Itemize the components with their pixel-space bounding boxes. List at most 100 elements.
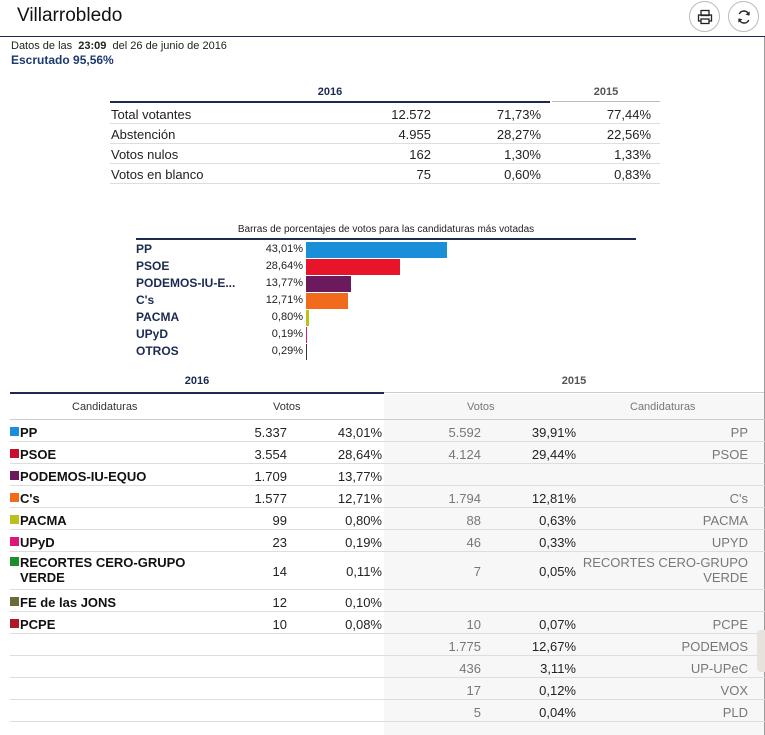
refresh-button[interactable] — [728, 1, 759, 32]
party-name-2015-text: PCPE — [712, 617, 748, 632]
summary-divider-2016 — [110, 101, 550, 103]
table-row: 436 3,11% UP-UPeC — [10, 656, 765, 678]
row-divider — [10, 655, 765, 656]
party-name-2015: VOX — [721, 683, 748, 698]
party-name-2015-text: PLD — [722, 705, 748, 720]
pct-2015: 29,44% — [531, 447, 576, 462]
refresh-icon — [737, 9, 750, 24]
party-color-swatch — [10, 597, 19, 606]
summary-label: Total votantes — [111, 107, 192, 122]
party-color-swatch — [10, 515, 19, 524]
votes-2015: 88 — [466, 513, 481, 528]
votes-2015: 1.794 — [448, 491, 481, 506]
party-name-2015-text: PP — [730, 425, 748, 440]
party-name-text: PP — [20, 425, 38, 440]
party-color-swatch — [10, 557, 19, 566]
party-name-text: PCPE — [20, 617, 56, 632]
party-color-swatch — [10, 619, 19, 628]
bar-value-label: 0,29% — [271, 345, 303, 357]
party-name-2015-text: PODEMOS — [681, 639, 748, 654]
bars-divider — [136, 238, 636, 240]
party-name: PCPE — [10, 617, 55, 632]
row-divider — [10, 677, 765, 678]
party-name-text: RECORTES CERO-GRUPO — [20, 555, 186, 570]
page-header: Villarrobledo — [0, 0, 765, 37]
pct-2015: 0,07% — [539, 617, 576, 632]
row-divider — [10, 507, 765, 508]
party-name-2015: C's — [730, 491, 748, 506]
bar-label: OTROS — [136, 344, 179, 358]
votes-2016: 10 — [272, 617, 287, 632]
bar-label: PODEMOS-IU-E... — [136, 276, 236, 290]
summary-label: Abstención — [111, 127, 176, 142]
pct-2016: 0,11% — [346, 564, 382, 579]
table-row: 17 0,12% VOX — [10, 678, 765, 700]
votes-2015: 5.592 — [448, 425, 481, 440]
bar — [306, 327, 307, 343]
bar-value-label: 43,01% — [265, 243, 303, 255]
votes-2016: 99 — [272, 513, 287, 528]
timestamp-prefix: Datos de las — [11, 40, 73, 52]
col-candidaturas: Candidaturas — [72, 401, 138, 413]
print-button[interactable] — [689, 1, 720, 32]
timestamp-date: del 26 de junio de 2016 — [112, 40, 227, 52]
bar-value-label: 0,80% — [271, 311, 303, 323]
party-name-text: C's — [20, 491, 40, 506]
votes-2015: 436 — [459, 661, 481, 676]
bar-value-label: 12,71% — [265, 294, 303, 306]
table-row: RECORTES CERO-GRUPO VERDE 14 0,11% 7 0,05% REC… — [10, 552, 765, 590]
table-row: PP 5.337 43,01% 5.592 39,91% PP — [10, 420, 765, 442]
summary-label: Votos nulos — [111, 147, 179, 162]
bar-label: PP — [136, 242, 153, 256]
pct-2016: 0,80% — [345, 513, 382, 528]
party-name: FE de las JONS — [10, 595, 116, 610]
pct-2015: 0,63% — [539, 513, 576, 528]
party-color-swatch — [10, 537, 19, 546]
results-divider-2016 — [10, 392, 384, 394]
summary-votes: 75 — [416, 167, 431, 182]
pct-2015: 0,05% — [539, 564, 576, 579]
summary-pct-2016: 1,30% — [504, 147, 541, 162]
bars-title: Barras de porcentajes de votos para las … — [237, 224, 535, 235]
summary-votes: 4.955 — [398, 127, 431, 142]
votes-2015: 17 — [466, 683, 481, 698]
row-divider — [10, 441, 765, 442]
pct-2016: 0,08% — [345, 617, 382, 632]
row-divider — [10, 721, 765, 722]
party-name-2015: PACMA — [703, 513, 748, 528]
timestamp-time: 23:09 — [78, 40, 107, 52]
party-name: UPyD — [10, 535, 55, 550]
party-name: C's — [10, 491, 40, 506]
party-name-2015-text: C's — [729, 491, 748, 506]
table-row: PSOE 3.554 28,64% 4.124 29,44% PSOE — [10, 442, 765, 464]
party-name-2015: PCPE — [713, 617, 748, 632]
summary-pct-2015: 22,56% — [606, 127, 651, 142]
votes-2016: 14 — [272, 564, 287, 579]
scroll-handle[interactable] — [757, 630, 765, 672]
summary-votes: 162 — [409, 147, 431, 162]
summary-pct-2015: 77,44% — [606, 107, 651, 122]
summary-row: Total votantes 12.572 71,73% 77,44% — [110, 104, 660, 124]
party-name: PODEMOS-IU-EQUO — [10, 469, 146, 484]
pct-2015: 0,33% — [539, 535, 576, 550]
table-row: PACMA 99 0,80% 88 0,63% PACMA — [10, 508, 765, 530]
row-divider — [10, 551, 765, 552]
summary-row: Abstención 4.955 28,27% 22,56% — [110, 124, 660, 144]
party-name-2015: RECORTES CERO-GRUPO VERDE — [583, 555, 748, 585]
summary-pct-2015: 0,83% — [614, 167, 651, 182]
votes-2015: 46 — [466, 535, 481, 550]
votes-2015: 7 — [473, 564, 481, 579]
party-name-text: PACMA — [20, 513, 67, 528]
row-divider — [10, 633, 765, 634]
table-row: PODEMOS-IU-EQUO 1.709 13,77% — [10, 464, 765, 486]
scrutiny-status: Escrutado 95,56% — [11, 53, 114, 67]
bar — [306, 259, 400, 275]
row-divider — [10, 485, 765, 486]
row-divider — [10, 699, 765, 700]
summary-votes: 12.572 — [391, 107, 431, 122]
bar-value-label: 13,77% — [265, 277, 303, 289]
table-row: 1.775 12,67% PODEMOS — [10, 634, 765, 656]
pct-2016: 43,01% — [337, 425, 382, 440]
bar — [306, 242, 447, 258]
pct-2015: 12,67% — [531, 639, 576, 654]
